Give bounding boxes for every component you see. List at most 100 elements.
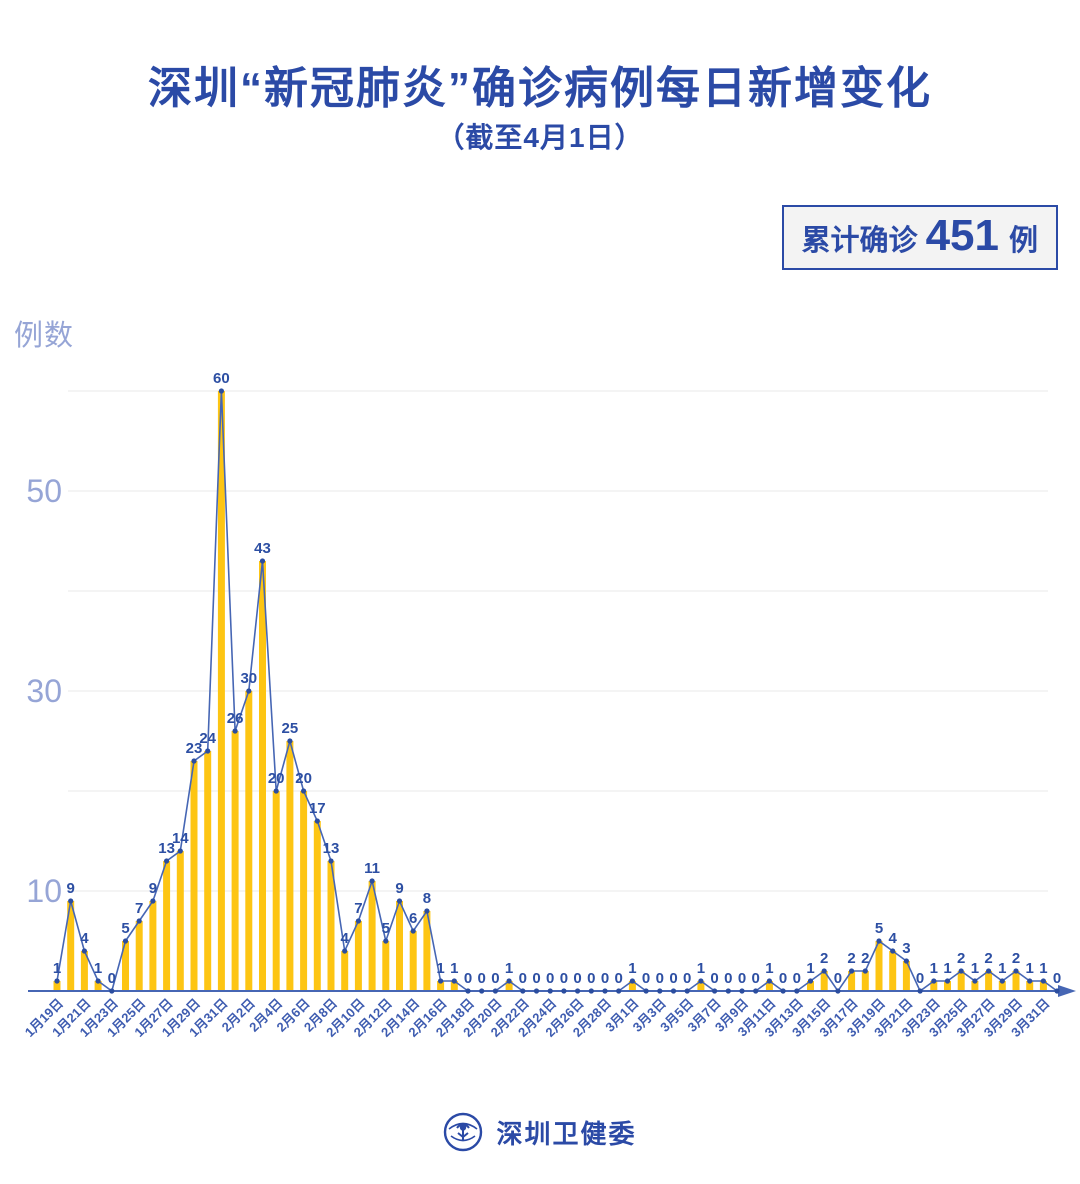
value-label: 2 (820, 950, 828, 967)
bar (1026, 981, 1034, 991)
value-label: 30 (240, 670, 257, 687)
bar (902, 961, 910, 991)
point-marker (944, 978, 951, 984)
value-label: 0 (724, 970, 732, 987)
value-label: 7 (135, 900, 143, 917)
point-marker (588, 988, 594, 994)
bar (861, 971, 869, 991)
value-label: 1 (1039, 960, 1047, 977)
bar (998, 981, 1006, 991)
gridlines (68, 390, 1048, 892)
page-title: 深圳“新冠肺炎”确诊病例每日新增变化 (148, 64, 932, 113)
value-label: 9 (149, 880, 157, 897)
value-label: 0 (519, 970, 527, 987)
value-label: 1 (53, 960, 61, 977)
point-marker (273, 788, 279, 794)
bar (190, 761, 198, 991)
point-marker (958, 968, 964, 974)
point-marker (643, 988, 649, 994)
value-label: 17 (309, 800, 326, 817)
point-marker (259, 558, 266, 564)
point-marker (876, 938, 882, 944)
point-marker (753, 988, 759, 994)
value-label: 0 (478, 970, 486, 987)
bar (53, 981, 61, 991)
point-marker (355, 918, 361, 924)
point-marker (342, 948, 348, 954)
point-marker (780, 988, 786, 994)
point-marker (821, 968, 827, 974)
bar (80, 951, 88, 991)
point-marker (396, 898, 403, 904)
point-marker (451, 978, 457, 984)
value-label: 0 (587, 970, 595, 987)
point-marker (657, 988, 663, 994)
value-label: 0 (793, 970, 801, 987)
bar (122, 941, 129, 991)
point-marker (479, 988, 485, 994)
point-marker (369, 878, 375, 884)
bar (327, 861, 335, 991)
value-label: 0 (546, 970, 554, 987)
y-tick-label: 30 (26, 673, 62, 709)
bar (957, 971, 965, 991)
bar (505, 981, 513, 991)
point-marker (931, 978, 937, 984)
bar (176, 851, 184, 991)
value-label: 43 (254, 540, 271, 557)
bar (354, 921, 362, 991)
value-label: 1 (450, 960, 458, 977)
value-label: 5 (382, 920, 390, 937)
page-subtitle: （截至4月1日） (436, 122, 644, 153)
value-label: 4 (80, 930, 89, 947)
bar (875, 941, 883, 991)
value-label: 0 (108, 970, 116, 987)
point-marker (1013, 968, 1019, 974)
value-label: 1 (765, 960, 773, 977)
point-marker (95, 978, 101, 984)
value-label: 0 (752, 970, 760, 987)
point-marker (287, 738, 293, 744)
point-marker (670, 988, 677, 994)
value-label: 0 (601, 970, 609, 987)
value-label: 25 (282, 720, 299, 737)
bar (231, 731, 239, 991)
value-label: 0 (834, 970, 842, 987)
point-marker (739, 988, 745, 994)
value-label: 2 (957, 950, 965, 967)
point-marker (1054, 988, 1060, 994)
bar (382, 941, 390, 991)
bar (259, 561, 266, 991)
value-label: 0 (779, 970, 787, 987)
bar (450, 981, 458, 991)
point-marker (205, 748, 211, 754)
bar (423, 911, 431, 991)
value-label: 1 (930, 960, 938, 977)
point-marker (890, 948, 896, 954)
trend-line (56, 390, 1058, 993)
bar (971, 981, 979, 991)
point-marker (122, 938, 129, 944)
bar (889, 951, 897, 991)
point-marker (109, 988, 115, 994)
bars (53, 391, 1047, 991)
value-label: 26 (227, 710, 244, 727)
value-label: 0 (669, 970, 677, 987)
bar (313, 821, 321, 991)
point-marker (986, 968, 992, 974)
point-marker (561, 988, 567, 994)
bar (368, 881, 376, 991)
point-marker (328, 858, 334, 864)
bar (149, 901, 157, 991)
point-marker (68, 898, 74, 904)
bar (217, 391, 225, 991)
value-label: 0 (491, 970, 499, 987)
value-label: 1 (998, 960, 1006, 977)
bar (94, 981, 102, 991)
value-label: 23 (186, 740, 203, 757)
bar (272, 791, 280, 991)
point-marker (1040, 978, 1046, 984)
point-marker (136, 918, 142, 924)
point-marker (602, 988, 608, 994)
point-marker (314, 818, 320, 824)
